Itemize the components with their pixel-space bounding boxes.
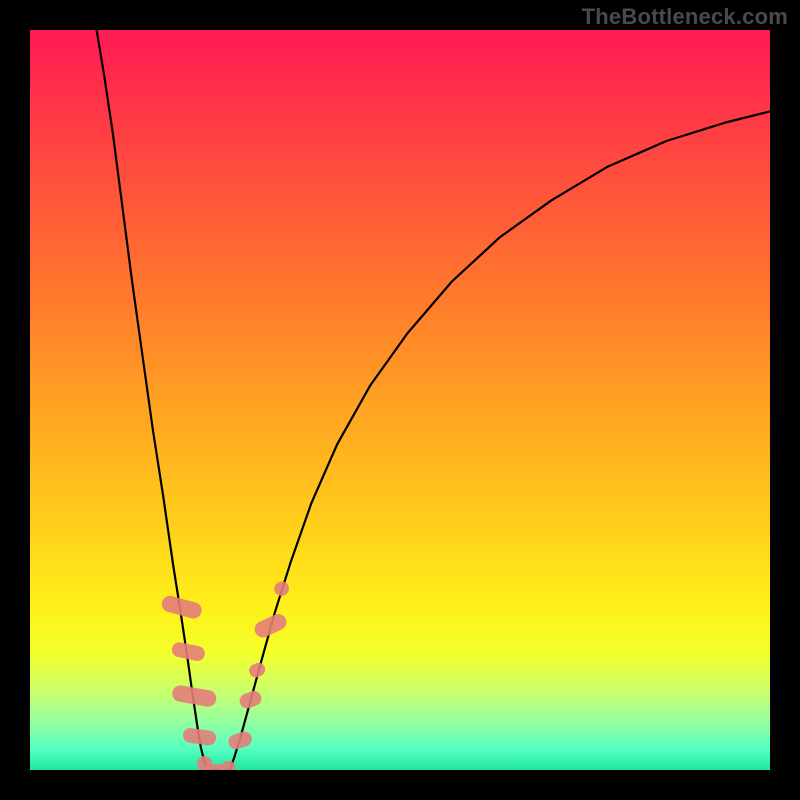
highlight-markers (160, 579, 291, 770)
watermark-text: TheBottleneck.com (582, 4, 788, 30)
plot-area (30, 30, 770, 770)
chart-frame: TheBottleneck.com (0, 0, 800, 800)
curve-overlay (30, 30, 770, 770)
